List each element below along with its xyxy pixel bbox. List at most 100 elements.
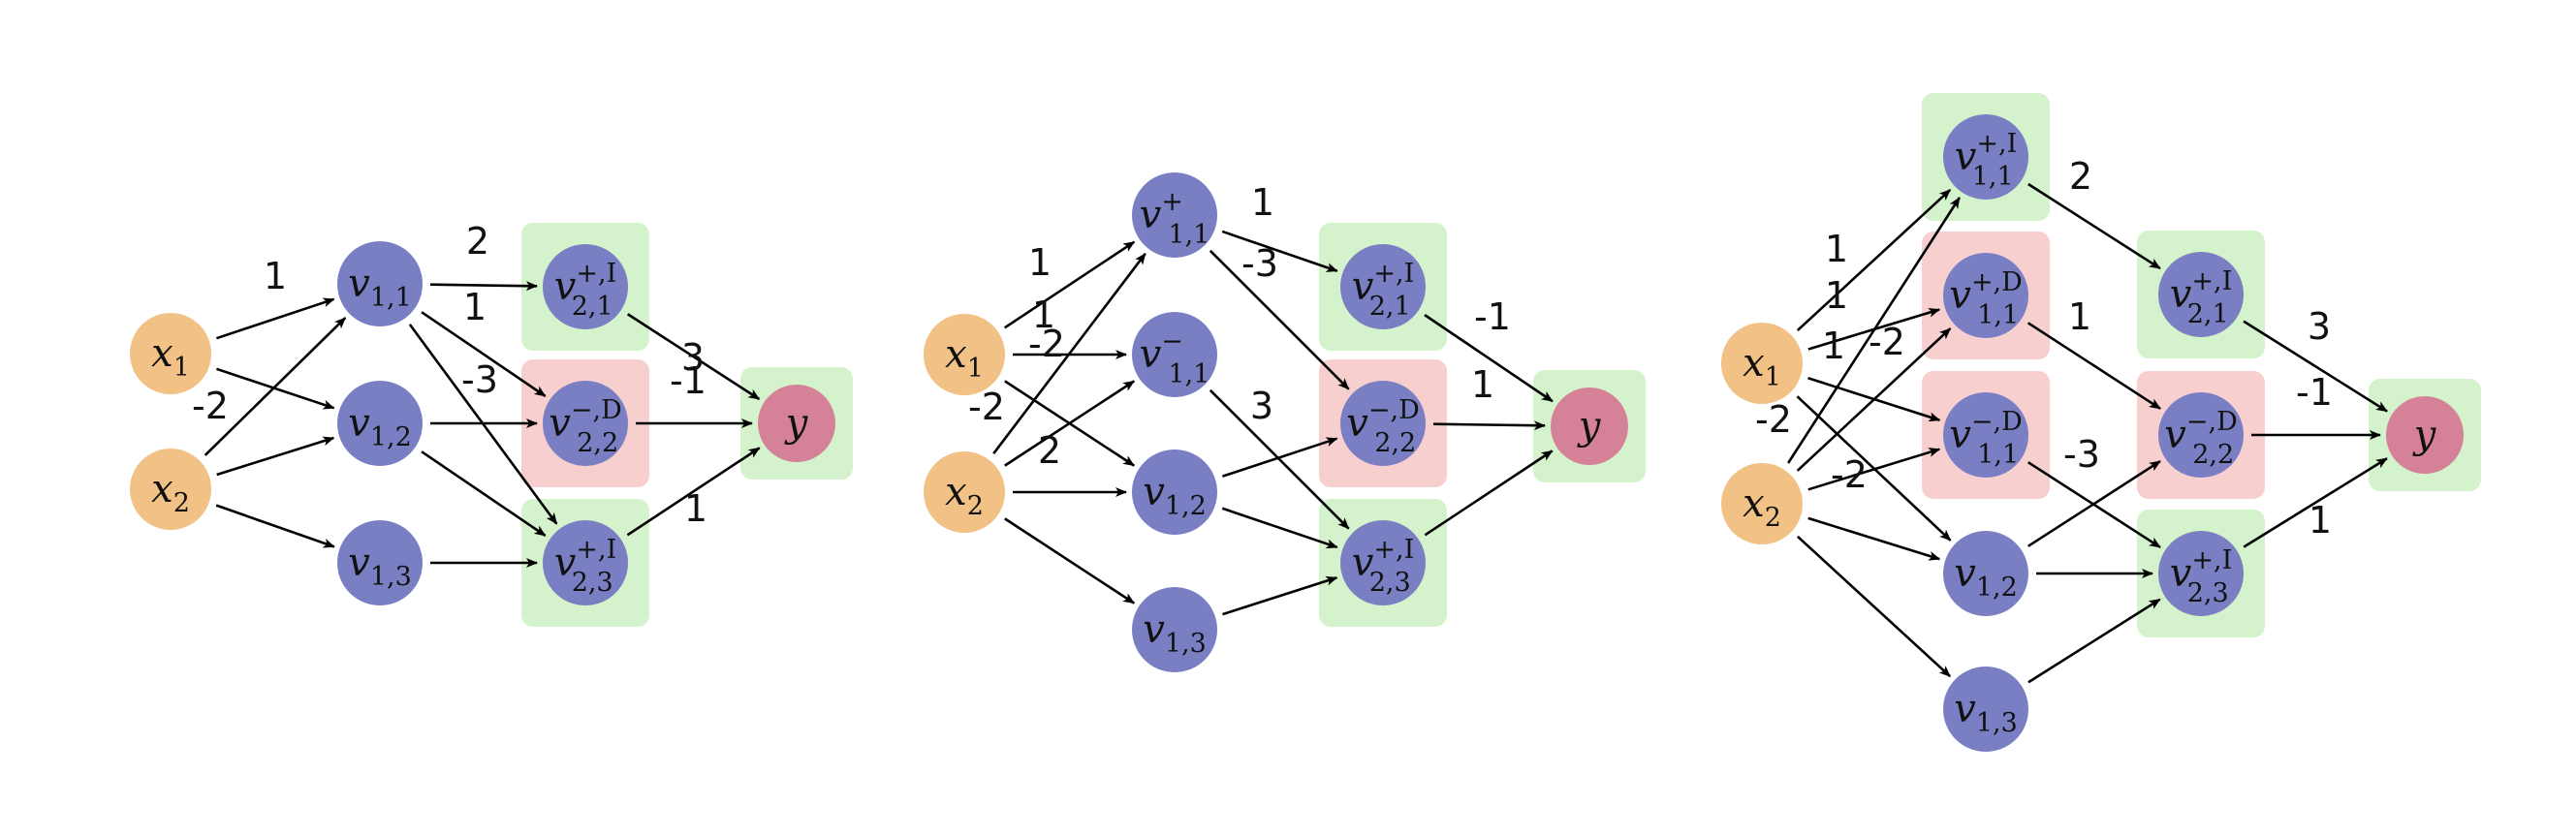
node-label-sub: 2	[1765, 503, 1781, 533]
node-label: v−,D 2,2	[1346, 395, 1419, 458]
node-v23: v+,I 2,3	[2158, 531, 2244, 616]
edge-v12-to-v22	[2027, 459, 2161, 547]
node-label: v+,I 2,3	[554, 535, 616, 598]
edge-v23-to-y	[2243, 457, 2388, 548]
edge-weight-label: 1	[264, 255, 287, 297]
edge-weight-label: -2	[192, 385, 229, 427]
node-label: x1	[1743, 341, 1781, 392]
node-label-sub: 2	[967, 491, 984, 521]
edge-weight-label: -2	[1869, 321, 1905, 363]
node-label-base: v	[554, 264, 577, 309]
node-label-base: v	[2170, 551, 2192, 596]
node-label-sub: 2,1	[1369, 292, 1411, 322]
node-v11pI: v+,I 1,1	[1943, 114, 2028, 200]
node-label-sup: +,I	[576, 259, 616, 289]
edge-v12-to-v23	[421, 450, 547, 537]
edge-weight-label: 3	[1250, 385, 1273, 427]
node-label: v1,3	[348, 541, 412, 592]
edge-weight-label: -1	[1474, 295, 1511, 338]
edge-weight-label: 1	[684, 487, 707, 530]
node-label-base: v	[1140, 332, 1162, 377]
edge-x1-to-v11pI	[1796, 188, 1952, 332]
node-label-sup: +,I	[1976, 129, 2017, 159]
edge-weight-label: -2	[968, 386, 1005, 428]
node-label-sub: 1,1	[1977, 440, 2019, 470]
node-label-base: v	[549, 401, 571, 446]
edge-weight-label: 1	[2309, 499, 2332, 542]
node-v13: v1,3	[337, 520, 423, 605]
hidden-node-circle	[2158, 392, 2244, 478]
node-x2: x2	[1721, 463, 1803, 544]
node-label-sup: −,D	[1971, 407, 2023, 437]
input-node-circle	[924, 451, 1005, 533]
node-label-sup: −	[1161, 326, 1183, 356]
edge-v11p-to-v21	[1221, 230, 1338, 272]
node-label-sup: +,D	[1971, 267, 2023, 297]
node-label-base: y	[784, 401, 809, 446]
edge-v11-to-v21	[429, 281, 539, 292]
node-label: v1,2	[1954, 551, 2018, 603]
node-label-sub: 1	[1765, 362, 1781, 392]
edge-weight-label: -3	[1241, 242, 1278, 285]
edge-v23-to-y	[626, 447, 761, 537]
node-label-base: v	[2170, 272, 2192, 317]
node-y: y	[2386, 396, 2464, 474]
edge-v11pD-to-v22	[2026, 322, 2161, 410]
hidden-node-circle	[543, 520, 628, 605]
node-label-base: v	[348, 541, 370, 585]
node-x1: x1	[924, 314, 1005, 395]
edge-weight-label: 1	[1251, 181, 1274, 224]
node-label-sup: −,D	[2186, 407, 2238, 437]
node-label-base: x	[1743, 341, 1765, 386]
node-label-sup: −,D	[571, 395, 622, 425]
hidden-node-circle	[2158, 531, 2244, 616]
edge-v21-to-y	[1424, 314, 1554, 403]
hidden-node-circle	[1943, 666, 2028, 752]
node-label-sub: 1,1	[1168, 220, 1209, 250]
node-label: x1	[945, 332, 984, 384]
node-label-sub: 1,2	[370, 422, 412, 452]
hidden-node-circle	[543, 244, 628, 329]
node-label-sub: 1,3	[1165, 629, 1207, 659]
edge-v12-to-v23	[1221, 507, 1338, 549]
node-label-base: v	[1955, 135, 1977, 179]
node-label-sub: 2,3	[572, 568, 613, 598]
node-label-base: v	[2164, 413, 2186, 457]
edge-v21-to-y	[2243, 320, 2388, 413]
edge-x1-to-v12	[216, 367, 335, 410]
node-label-sup: +,I	[2191, 545, 2232, 575]
node-label-sub: 1,1	[370, 283, 412, 313]
node-label-base: x	[1743, 481, 1765, 526]
node-label-sub: 2,2	[2192, 440, 2234, 470]
node-label-sub: 2,2	[1374, 428, 1416, 458]
edge-x2-to-v11mD	[1807, 448, 1941, 491]
node-label: v+,I 1,1	[1955, 129, 2017, 192]
node-x2: x2	[130, 449, 211, 530]
edge-x2-to-v11	[204, 317, 347, 456]
hidden-node-circle	[1943, 253, 2028, 338]
node-v21: v+,I 2,1	[2158, 252, 2244, 337]
edge-x2-to-v13	[1004, 517, 1135, 604]
edge-weight-label: 1	[1028, 241, 1052, 284]
node-label: v−,D 2,2	[549, 395, 621, 458]
node-label: v+,I 2,1	[2170, 266, 2232, 329]
edge-weight-label: -3	[2063, 433, 2100, 476]
edge-x2-to-v13	[215, 504, 335, 548]
output-node-circle	[758, 385, 835, 462]
edge-v11p-to-v22	[1209, 249, 1350, 390]
node-label-base: v	[1949, 413, 1971, 457]
node-label-sub: 1	[173, 353, 190, 383]
edge-v23-to-y	[1424, 450, 1554, 537]
node-label: y	[1577, 404, 1602, 449]
edge-weight-label: -1	[2296, 371, 2333, 414]
edge-v11m-to-v23	[1209, 388, 1350, 530]
edge-x2-to-v11m	[1004, 380, 1135, 467]
node-label: v+ 1,1	[1140, 187, 1210, 250]
node-label-sub: 1,1	[1168, 359, 1209, 389]
node-label-base: x	[945, 470, 967, 514]
node-label: x2	[1743, 481, 1781, 533]
node-label-sup: +	[1161, 187, 1183, 217]
node-label-base: v	[1143, 470, 1165, 514]
hidden-node-circle	[1132, 587, 1217, 672]
